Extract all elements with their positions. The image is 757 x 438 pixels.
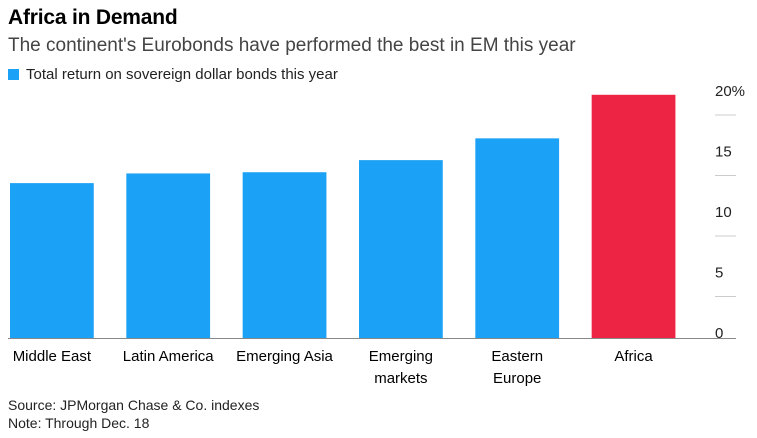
legend-label: Total return on sovereign dollar bonds t… bbox=[26, 66, 338, 83]
category-label-3: markets bbox=[374, 370, 427, 387]
bar-2 bbox=[242, 172, 327, 338]
bar-1 bbox=[126, 173, 211, 338]
chart-subtitle: The continent's Eurobonds have performed… bbox=[8, 35, 576, 56]
date-note: Note: Through Dec. 18 bbox=[8, 415, 150, 431]
source-note: Source: JPMorgan Chase & Co. indexes bbox=[8, 397, 260, 413]
bar-3 bbox=[359, 160, 443, 338]
chart-title: Africa in Demand bbox=[8, 6, 178, 29]
bar-4 bbox=[475, 138, 560, 338]
category-label-1: Latin America bbox=[123, 348, 215, 365]
legend: Total return on sovereign dollar bonds t… bbox=[8, 66, 338, 83]
legend-swatch bbox=[8, 69, 19, 80]
category-label-2: Emerging Asia bbox=[236, 348, 333, 365]
category-label-4: Europe bbox=[493, 370, 541, 387]
category-label-4: Eastern bbox=[491, 348, 543, 365]
y-tick-label-4: 0 bbox=[715, 325, 723, 342]
y-tick-label-2: 10 bbox=[715, 204, 732, 221]
category-label-5: Africa bbox=[614, 348, 653, 365]
category-label-3: Emerging bbox=[369, 348, 433, 365]
category-label-0: Middle East bbox=[13, 348, 92, 365]
y-tick-label-1: 15 bbox=[715, 144, 732, 161]
bar-5 bbox=[591, 94, 676, 338]
y-tick-label-3: 5 bbox=[715, 265, 723, 282]
bar-0 bbox=[10, 183, 94, 338]
y-tick-label-0: 20% bbox=[715, 83, 745, 100]
